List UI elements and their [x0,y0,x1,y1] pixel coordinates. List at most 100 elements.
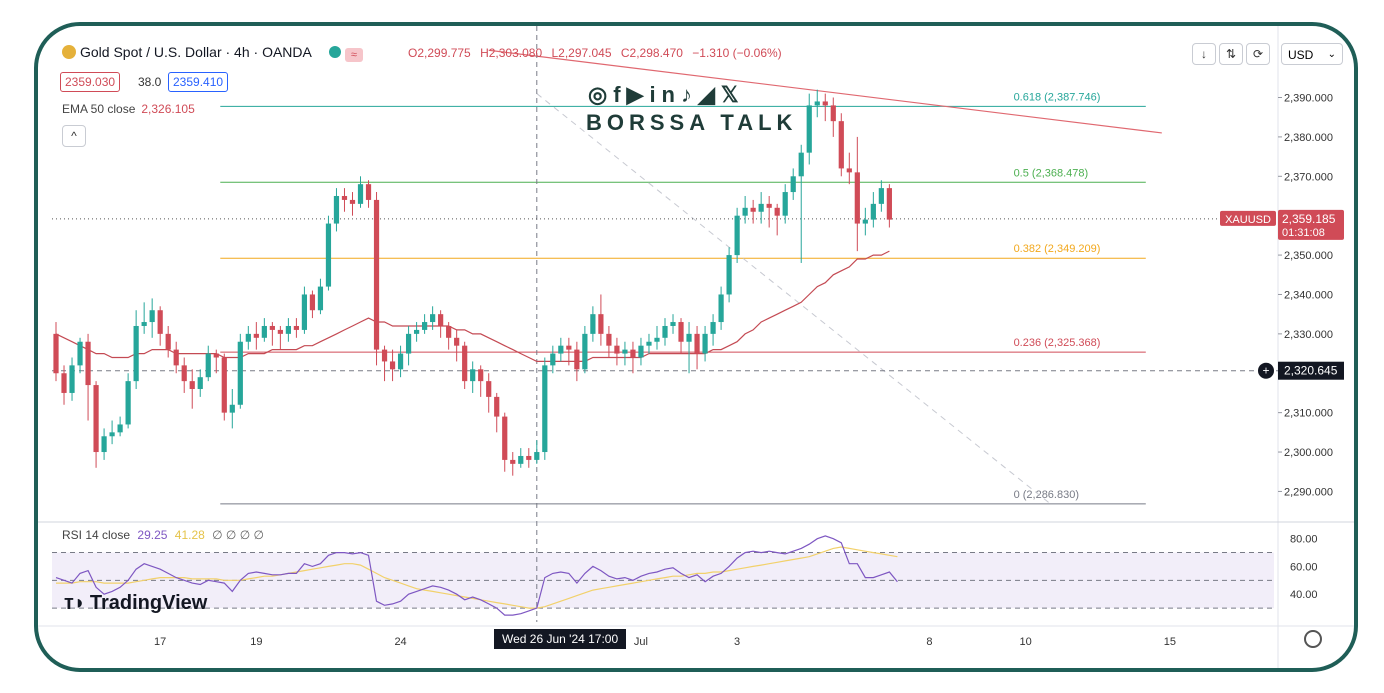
ohlc-values: O2,299.775 H2,303.080 L2,297.045 C2,298.… [408,46,788,60]
x-tick-label: 17 [154,636,166,648]
spread-value: 38.0 [138,75,162,89]
candle-body [381,349,388,362]
candle-body [261,325,267,338]
candle-body [862,219,868,224]
candle-body [349,199,356,204]
candle-body [109,432,115,437]
candle-body [566,345,572,350]
candle-body [77,341,83,366]
refresh-button[interactable]: ⟳ [1246,43,1270,65]
collapse-legend-button[interactable]: ^ [62,125,86,147]
candle-body [325,223,332,287]
x-tick-label: 10 [1019,636,1031,648]
candle-body [582,333,588,370]
candle-body [269,325,275,330]
rsi-ma-line [56,546,898,609]
price-chart[interactable]: 2,290.0002,300.0002,310.0002,320.0002,33… [38,26,1354,668]
candle-body [125,381,131,425]
candle-body [494,396,500,417]
candle-body [462,345,468,382]
currency-select[interactable]: USD ⌄ [1281,43,1343,65]
y-tick-label: 2,340.000 [1284,289,1333,301]
x-tick-label: 8 [926,636,932,648]
candle-body [486,381,492,397]
candle-body [357,184,364,204]
crosshair-plus-glyph: + [1262,364,1269,378]
rsi-ma-value: 41.28 [174,528,205,542]
candle-body [742,207,748,216]
sell-price-button[interactable]: 2359.030 [60,72,121,92]
candle-body [542,365,548,453]
y-tick-label: 2,300.000 [1284,447,1333,459]
crosshair-date-label: Wed 26 Jun '24 17:00 [494,629,627,649]
candle-body [526,455,532,460]
candle-body [454,337,460,346]
chevron-up-icon: ^ [71,129,77,143]
rsi-tick-label: 60.00 [1290,561,1318,573]
rsi-tick-label: 40.00 [1290,589,1318,601]
candle-body [758,203,764,212]
chart-frame: 2,290.0002,300.0002,310.0002,320.0002,33… [34,22,1358,672]
candle-body [782,192,788,216]
fib-level-label: 0.236 (2,325.368) [1014,337,1101,349]
refresh-icon: ⟳ [1252,47,1264,61]
symbol-title[interactable]: Gold Spot / U.S. Dollar · 4h · OANDA ≈ [62,44,363,62]
candle-body [117,424,123,433]
candle-body [766,203,772,208]
candle-body [622,349,628,354]
candle-body [886,188,892,220]
y-tick-label: 2,350.000 [1284,250,1333,262]
candle-body [430,314,436,323]
candle-body [157,310,163,334]
candle-body [309,294,316,311]
candle-body [149,310,155,323]
candle-body [630,349,636,358]
candle-body [389,361,396,370]
ema-label: EMA 50 close [62,102,136,116]
ema-value: 2,326.105 [141,102,195,116]
candle-body [213,353,219,358]
candle-body [69,365,75,393]
y-tick-label: 2,390.000 [1284,93,1333,105]
candle-body [422,322,428,330]
candle-body [870,203,876,220]
x-tick-label: Jul [634,636,648,648]
tradingview-logo: ᴛ◗ TradingView [64,592,207,615]
fib-diagonal-line [536,93,1050,504]
x-tick-label: 15 [1164,636,1176,648]
rsi-extra-values: ∅ ∅ ∅ ∅ [212,528,264,542]
candle-body [478,369,484,382]
delayed-data-icon[interactable]: ≈ [344,48,363,62]
download-button[interactable]: ↓ [1192,43,1216,65]
candle-body [550,353,556,366]
rsi-legend[interactable]: RSI 14 close 29.25 41.28 ∅ ∅ ∅ ∅ [62,528,264,542]
ema-legend[interactable]: EMA 50 close 2,326.105 [62,102,195,116]
candle-body [173,349,179,366]
candle-body [638,345,644,358]
candle-body [606,333,612,346]
x-tick-label: 3 [734,636,740,648]
candle-body [510,459,516,464]
symbol-tag: XAUUSD [1225,214,1271,226]
candle-body [558,345,564,354]
candle-body [774,207,780,216]
candle-body [205,353,211,378]
crosshair-price-label: 2,320.645 [1284,364,1338,378]
gold-coin-icon [62,45,76,59]
fib-level-label: 0.618 (2,387.746) [1014,91,1101,103]
candle-body [734,215,740,256]
candle-body [237,341,243,405]
candle-body [333,195,340,224]
candle-body [518,455,524,464]
open-value: O2,299.775 [408,46,471,60]
x-tick-label: 24 [394,636,406,648]
buy-price-button[interactable]: 2359.410 [168,72,229,92]
settings-gear-button[interactable] [1304,630,1322,648]
candle-body [61,373,67,393]
collapse-button[interactable]: ⇅ [1219,43,1243,65]
y-tick-label: 2,290.000 [1284,486,1333,498]
candle-body [790,176,796,193]
fib-level-label: 0.382 (2,349.209) [1014,243,1101,255]
candle-body [598,314,604,334]
candle-body [85,341,91,386]
